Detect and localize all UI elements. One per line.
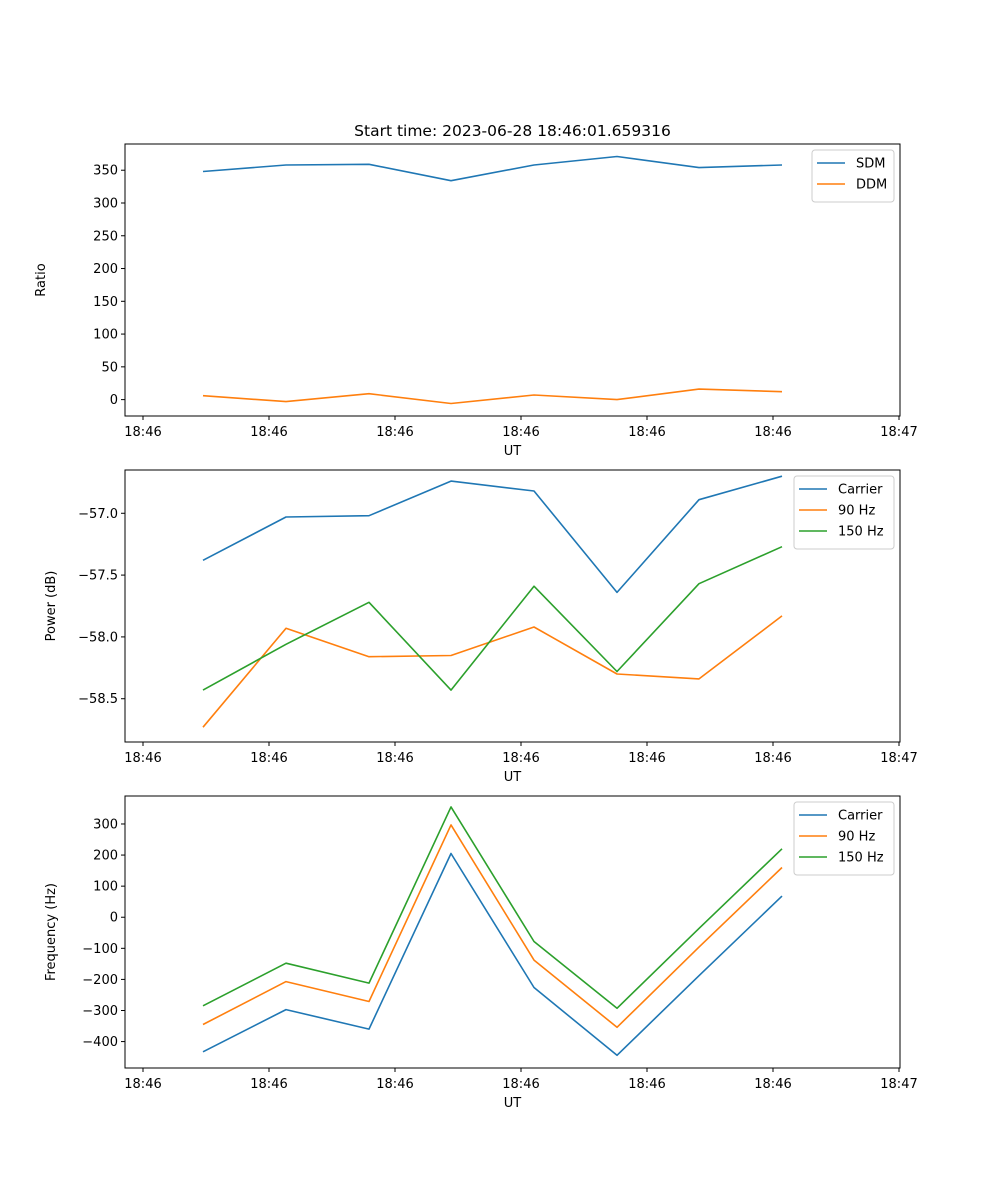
x-tick-label: 18:47 [880, 425, 917, 440]
y-tick-label: 100 [93, 880, 118, 895]
y-tick-label: 50 [101, 360, 118, 375]
x-tick-label: 18:47 [880, 1077, 917, 1092]
axes-frame [124, 469, 901, 743]
x-tick-label: 18:46 [754, 1077, 791, 1092]
y-tick-label: 200 [93, 262, 118, 277]
x-tick-label: 18:46 [376, 751, 413, 766]
series-line-carrier [202, 852, 783, 1057]
y-tick-label: 150 [93, 295, 118, 310]
subplot-2: 18:46 18:46 18:46 18:46 18:46 18:46 18:47 −57.0… [44, 469, 918, 785]
y-tick-label: 100 [93, 328, 118, 343]
legend-label: 150 Hz [838, 525, 884, 540]
y-tick-label: −58.5 [78, 692, 118, 707]
series-line-150-hz [202, 545, 783, 691]
legend-label: DDM [856, 178, 887, 193]
y-tick-label: 0 [110, 911, 118, 926]
x-tick-label: 18:46 [124, 1077, 161, 1092]
legend-label: Carrier [838, 809, 883, 824]
y-tick-label: 350 [93, 164, 118, 179]
y-tick-label: −200 [82, 973, 118, 988]
x-tick-label: 18:46 [502, 1077, 539, 1092]
series-line-90-hz [202, 615, 783, 728]
series-line-sdm [202, 155, 783, 182]
y-tick-label: −100 [82, 942, 118, 957]
x-tick-label: 18:46 [754, 751, 791, 766]
y-axis-label: Power (dB) [44, 571, 59, 642]
y-tick-label: 0 [110, 393, 118, 408]
legend-label: SDM [856, 157, 885, 172]
x-tick-label: 18:46 [250, 1077, 287, 1092]
series-line-150-hz [202, 806, 783, 1010]
axes-frame [124, 143, 901, 417]
x-tick-label: 18:46 [376, 425, 413, 440]
x-axis-label: UT [504, 770, 522, 785]
y-axis-label: Ratio [34, 263, 49, 296]
x-tick-label: 18:46 [628, 425, 665, 440]
y-axis-label: Frequency (Hz) [44, 883, 59, 981]
subplot-1: Start time: 2023-06-28 18:46:01.659316 18… [34, 122, 918, 459]
x-tick-label: 18:46 [124, 751, 161, 766]
series-line-90-hz [202, 824, 783, 1029]
x-tick-label: 18:46 [250, 751, 287, 766]
x-tick-label: 18:46 [376, 1077, 413, 1092]
y-tick-label: 250 [93, 229, 118, 244]
legend-label: 90 Hz [838, 504, 875, 519]
legend-label: 150 Hz [838, 851, 884, 866]
x-tick-label: 18:46 [628, 751, 665, 766]
series-line-carrier [202, 475, 783, 594]
x-tick-label: 18:46 [124, 425, 161, 440]
y-tick-label: 300 [93, 817, 118, 832]
legend-label: Carrier [838, 483, 883, 498]
y-tick-label: 300 [93, 196, 118, 211]
x-tick-label: 18:46 [502, 751, 539, 766]
x-tick-label: 18:46 [754, 425, 791, 440]
legend: Carrier 90 Hz 150 Hz [793, 475, 895, 550]
x-tick-label: 18:46 [250, 425, 287, 440]
y-tick-label: 200 [93, 849, 118, 864]
y-tick-label: −57.0 [78, 507, 118, 522]
y-tick-label: −58.0 [78, 630, 118, 645]
x-tick-label: 18:46 [628, 1077, 665, 1092]
y-tick-label: −300 [82, 1004, 118, 1019]
x-axis-label: UT [504, 444, 522, 459]
x-tick-label: 18:46 [502, 425, 539, 440]
x-tick-label: 18:47 [880, 751, 917, 766]
legend: Carrier 90 Hz 150 Hz [793, 801, 895, 876]
chart-title: Start time: 2023-06-28 18:46:01.659316 [354, 122, 671, 140]
legend-label: 90 Hz [838, 830, 875, 845]
y-tick-label: −400 [82, 1035, 118, 1050]
axes-frame [124, 795, 901, 1069]
legend: SDM DDM [811, 149, 895, 203]
series-line-ddm [202, 388, 783, 405]
subplot-3: 18:46 18:46 18:46 18:46 18:46 18:46 18:47 300 20… [44, 795, 918, 1111]
y-tick-label: −57.5 [78, 569, 118, 584]
x-axis-label: UT [504, 1096, 522, 1111]
